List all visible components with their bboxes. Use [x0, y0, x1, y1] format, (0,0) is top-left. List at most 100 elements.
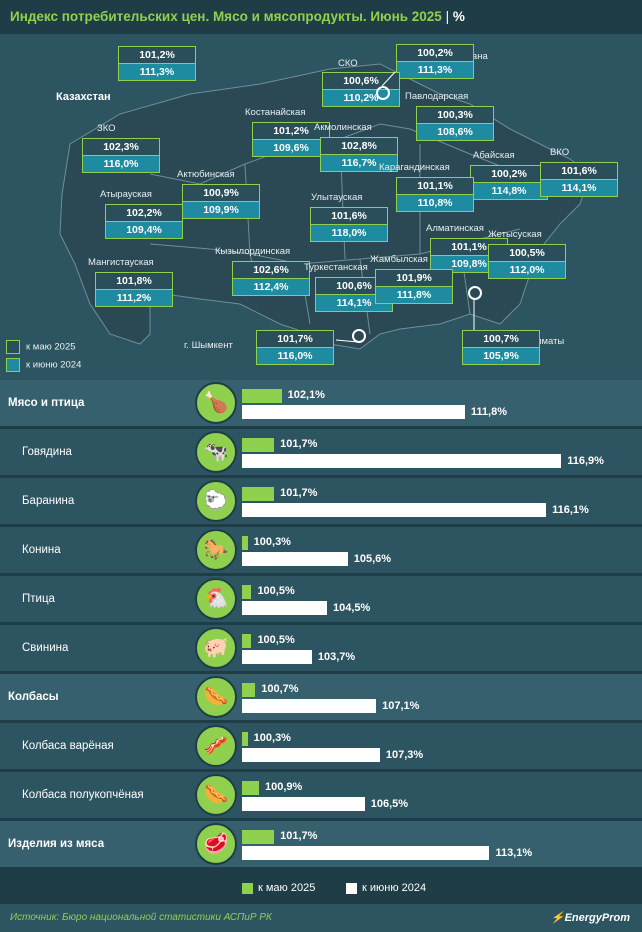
region-18-june-value: 116,0%	[257, 348, 333, 364]
may-swatch	[6, 340, 20, 354]
region-6-name: Абайская	[473, 150, 515, 161]
region-13-may-value: 100,5%	[489, 245, 565, 262]
region-6-values: 100,2% 114,8%	[470, 165, 548, 200]
sausages-icon: 🌭	[195, 676, 237, 718]
region-10-june-value: 109,4%	[106, 222, 182, 238]
legend-june-swatch	[346, 883, 357, 894]
bar-row: Колбаса полукопчёная 🌭 100,9% 106,5%	[0, 772, 642, 818]
bar-june	[242, 601, 327, 615]
region-0-values: 100,2% 111,3%	[396, 44, 474, 79]
bar-may	[242, 585, 252, 599]
kazakhstan-june-value: 111,3%	[119, 64, 195, 80]
bar-row: Изделия из мяса 🥩 101,7% 113,1%	[0, 821, 642, 867]
value-label-june: 103,7%	[317, 651, 356, 663]
kazakhstan-label: Казахстан	[56, 91, 111, 103]
region-18-values: 101,7% 116,0%	[256, 330, 334, 365]
category-label: Птица	[22, 593, 55, 605]
value-label-may: 100,5%	[257, 585, 295, 597]
region-5-june-value: 116,0%	[83, 156, 159, 172]
region-16-name: Туркестанская	[304, 262, 368, 273]
region-19-june-value: 105,9%	[463, 348, 539, 364]
map-legend-may: к маю 2025	[6, 340, 76, 354]
legend-june-label: к июню 2024	[362, 882, 427, 894]
value-label-june: 107,1%	[382, 700, 420, 712]
bar-may	[242, 634, 252, 648]
region-15-may-value: 101,8%	[96, 273, 172, 290]
value-label-june: 116,1%	[552, 504, 589, 516]
region-4-may-value: 102,8%	[321, 138, 397, 155]
region-17-may-value: 101,9%	[376, 270, 452, 287]
value-label-may: 100,5%	[257, 634, 295, 646]
bolt-icon: ⚡	[550, 912, 565, 924]
region-9-june-value: 110,8%	[397, 195, 473, 211]
bar-june	[242, 699, 377, 713]
legend-may-label: к маю 2025	[258, 882, 316, 894]
region-11-june-value: 118,0%	[311, 225, 387, 241]
page-title: Индекс потребительских цен. Мясо и мясоп…	[10, 9, 465, 24]
value-label-june: 113,1%	[495, 847, 533, 859]
value-label-june: 116,9%	[567, 455, 604, 467]
region-14-may-value: 102,6%	[233, 262, 309, 279]
category-label: Изделия из мяса	[8, 838, 105, 850]
value-label-june: 105,6%	[353, 553, 392, 565]
almaty-marker-icon	[468, 286, 482, 300]
category-label: Колбаса варёная	[22, 740, 114, 752]
hen-icon: 🐔	[195, 578, 237, 620]
region-16-june-value: 114,1%	[316, 295, 392, 311]
category-label: Баранина	[22, 495, 75, 507]
region-11-name: Улытауская	[311, 192, 363, 203]
region-0-june-value: 111,3%	[397, 62, 473, 78]
region-14-name: Кызылординская	[215, 246, 291, 257]
region-7-values: 101,6% 114,1%	[540, 162, 618, 197]
region-13-name: Жетысуская	[488, 229, 542, 240]
category-label: Говядина	[22, 446, 72, 458]
region-14-june-value: 112,4%	[233, 279, 309, 295]
bar-may	[242, 536, 248, 550]
region-11-values: 101,6% 118,0%	[310, 207, 388, 242]
bar-row: Свинина 🐖 100,5% 103,7%	[0, 625, 642, 671]
region-1-may-value: 100,6%	[323, 73, 399, 90]
region-2-values: 100,3% 108,6%	[416, 106, 494, 141]
pig-icon: 🐖	[195, 627, 237, 669]
region-17-values: 101,9% 111,8%	[375, 269, 453, 304]
category-label: Свинина	[22, 642, 69, 654]
region-6-may-value: 100,2%	[471, 166, 547, 183]
region-15-values: 101,8% 111,2%	[95, 272, 173, 307]
bar-june	[242, 552, 348, 566]
region-13-june-value: 112,0%	[489, 262, 565, 278]
region-10-values: 102,2% 109,4%	[105, 204, 183, 239]
map-panel: Казахстан 101,2% 111,3% г. Астана100,2%1…	[0, 34, 642, 380]
smoked-sausage-icon: 🌭	[195, 774, 237, 816]
map-legend-june-label: к июню 2024	[26, 359, 82, 371]
bar-row: Конина 🐎 100,3% 105,6%	[0, 527, 642, 573]
region-9-may-value: 101,1%	[397, 178, 473, 195]
bar-may	[242, 781, 259, 795]
bar-june	[242, 405, 465, 419]
region-18-may-value: 101,7%	[257, 331, 333, 348]
bar-row: Мясо и птица 🍗 102,1% 111,8%	[0, 380, 642, 426]
bar-row: Говядина 🐄 101,7% 116,9%	[0, 429, 642, 475]
brand-name: EnergyProm	[564, 912, 630, 924]
region-19-values: 100,7% 105,9%	[462, 330, 540, 365]
cow-icon: 🐄	[195, 431, 237, 473]
region-16-values: 100,6% 114,1%	[315, 277, 393, 312]
region-2-name: Павлодарская	[405, 91, 469, 102]
value-label-may: 101,7%	[280, 830, 318, 842]
region-8-name: Актюбинская	[177, 169, 235, 180]
region-8-values: 100,9% 109,9%	[182, 184, 260, 219]
bar-row: Птица 🐔 100,5% 104,5%	[0, 576, 642, 622]
region-8-june-value: 109,9%	[183, 202, 259, 218]
region-1-name: СКО	[338, 58, 358, 69]
category-label: Мясо и птица	[8, 397, 85, 409]
legend-may-swatch	[242, 883, 253, 894]
bar-row: Колбасы 🌭 100,7% 107,1%	[0, 674, 642, 720]
astana-marker-icon	[376, 86, 390, 100]
region-2-may-value: 100,3%	[417, 107, 493, 124]
bar-may	[242, 732, 248, 746]
boiled-sausage-icon: 🥓	[195, 725, 237, 767]
shymkent-marker-icon	[352, 329, 366, 343]
value-label-may: 100,9%	[265, 781, 303, 793]
map-legend-june: к июню 2024	[6, 358, 81, 372]
region-16-may-value: 100,6%	[316, 278, 392, 295]
region-3-june-value: 109,6%	[253, 140, 329, 156]
